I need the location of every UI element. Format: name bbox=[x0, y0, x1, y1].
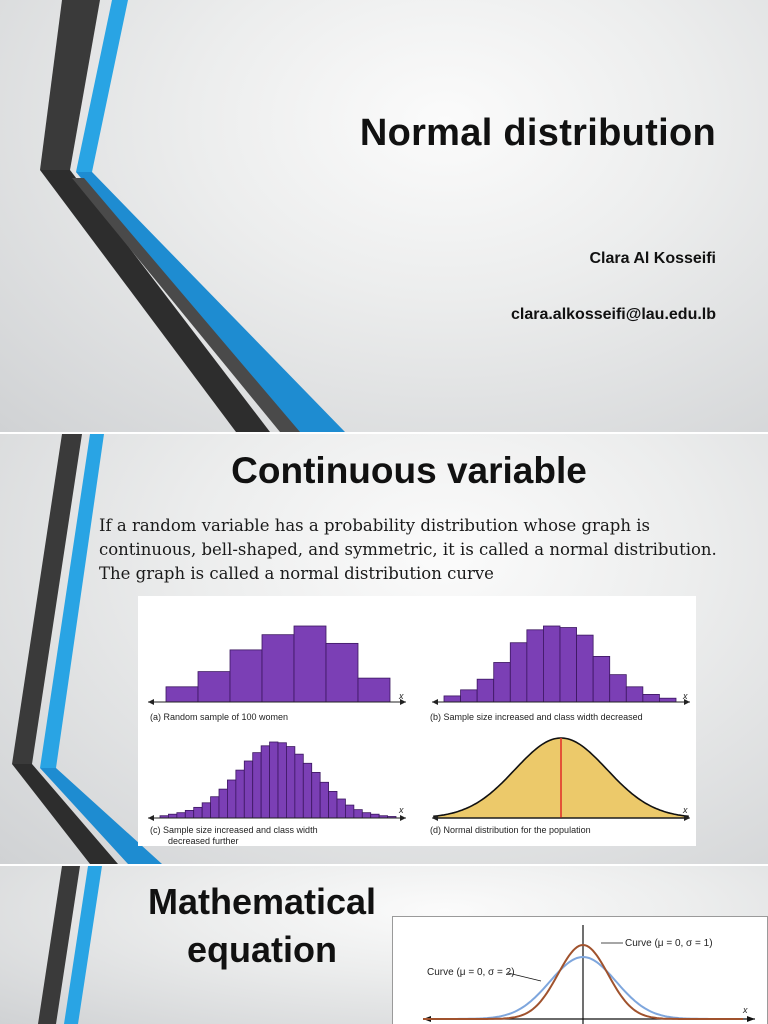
caption-a: (a) Random sample of 100 women bbox=[150, 712, 288, 722]
histogram-bar bbox=[227, 779, 237, 819]
histogram-bar bbox=[493, 662, 511, 703]
histogram-bar bbox=[193, 806, 203, 819]
title-line-1: Mathematical bbox=[147, 881, 377, 922]
axis-label: x bbox=[742, 1005, 748, 1015]
axis-arrow-right bbox=[684, 699, 690, 705]
caption-c-line2: decreased further bbox=[168, 836, 239, 846]
histogram-bar bbox=[260, 745, 270, 819]
histogram-bar bbox=[509, 642, 528, 703]
axis-label-d: x bbox=[682, 805, 688, 815]
slide-title: Mathematical equation bbox=[92, 878, 432, 974]
title-slide: Normal distribution Clara Al Kosseifi cl… bbox=[0, 0, 768, 432]
histogram-bar bbox=[543, 625, 561, 703]
histogram-bar bbox=[357, 677, 391, 703]
histogram-bar bbox=[218, 788, 228, 819]
histogram-bar bbox=[625, 686, 644, 703]
histogram-bar bbox=[277, 742, 287, 819]
axis-arrow-right bbox=[684, 815, 690, 821]
histogram-bar bbox=[642, 694, 660, 703]
histogram-bar bbox=[576, 634, 594, 703]
curve-sigma-1 bbox=[423, 943, 743, 1020]
panel-b bbox=[432, 625, 690, 705]
leader-line-2 bbox=[507, 972, 542, 982]
title-line-2: equation bbox=[187, 929, 337, 970]
histogram-bar bbox=[165, 686, 199, 703]
axis-arrow-left bbox=[432, 699, 438, 705]
axis-arrow-left bbox=[432, 815, 438, 821]
decorative-stripes bbox=[38, 866, 102, 1024]
histogram-bar bbox=[252, 752, 262, 819]
caption-b: (b) Sample size increased and class widt… bbox=[430, 712, 643, 722]
histogram-bar bbox=[559, 627, 577, 703]
histogram-bar bbox=[460, 689, 478, 703]
histogram-bar bbox=[243, 760, 254, 819]
axis-arrow-left bbox=[148, 815, 154, 821]
histogram-bar bbox=[592, 656, 611, 703]
histogram-bar bbox=[294, 753, 304, 819]
histogram-bar bbox=[269, 741, 279, 819]
histogram-bar bbox=[176, 812, 186, 819]
caption-c-line1: (c) Sample size increased and class widt… bbox=[150, 825, 318, 835]
continuous-variable-slide: Continuous variable If a random variable… bbox=[0, 434, 768, 864]
histogram-figure-svg: (a) Random sample of 100 women (b) Sampl… bbox=[148, 625, 690, 846]
histogram-bar bbox=[261, 634, 295, 703]
author-name: Clara Al Kosseifi bbox=[589, 250, 716, 267]
histogram-bar bbox=[168, 813, 178, 819]
histogram-bar bbox=[184, 809, 195, 819]
axis-arrow-left bbox=[148, 699, 154, 705]
normal-distribution-term: normal distribution bbox=[549, 540, 712, 559]
decorative-stripes bbox=[12, 434, 162, 864]
histogram-figure: (a) Random sample of 100 women (b) Sampl… bbox=[138, 596, 696, 846]
histogram-bar bbox=[336, 798, 346, 819]
histogram-bar bbox=[476, 678, 495, 703]
histogram-bar bbox=[293, 625, 327, 703]
decorative-stripes bbox=[40, 0, 345, 432]
histogram-bar bbox=[229, 649, 263, 703]
normal-curves-svg: x Curve (μ = 0, σ = 1) Curve (μ = 0, σ =… bbox=[423, 925, 755, 1024]
axis-label-c: x bbox=[398, 805, 404, 815]
curve2-label: Curve (μ = 0, σ = 2) bbox=[427, 967, 515, 978]
histogram-bar bbox=[319, 781, 329, 819]
histogram-bar bbox=[197, 671, 231, 703]
caption-d: (d) Normal distribution for the populati… bbox=[430, 825, 591, 835]
panel-d bbox=[432, 737, 690, 821]
histogram-bar bbox=[328, 790, 338, 819]
histogram-bar bbox=[526, 629, 544, 703]
histogram-bar bbox=[235, 769, 245, 819]
histogram-bar bbox=[210, 796, 220, 819]
histogram-bar bbox=[370, 813, 380, 819]
panel-c bbox=[148, 741, 406, 821]
body-text-end: . The graph is called a normal distribut… bbox=[99, 540, 717, 583]
histogram-bar bbox=[311, 771, 321, 819]
histogram-bar bbox=[345, 804, 355, 819]
slide-body-text: If a random variable has a probability d… bbox=[99, 514, 719, 586]
histogram-bar bbox=[286, 746, 296, 819]
normal-curves-figure: x Curve (μ = 0, σ = 1) Curve (μ = 0, σ =… bbox=[392, 916, 768, 1024]
author-email: clara.alkosseifi@lau.edu.lb bbox=[510, 306, 716, 323]
body-text-start: If a random variable has a probability d… bbox=[99, 516, 650, 559]
histogram-bar bbox=[353, 809, 363, 819]
slide-title: Normal distribution bbox=[359, 112, 716, 154]
histogram-bar bbox=[443, 695, 461, 703]
axis-label-a: x bbox=[398, 691, 404, 701]
axis-arrow-right bbox=[400, 815, 406, 821]
x-axis-arrow-right bbox=[747, 1016, 755, 1022]
axis-label-b: x bbox=[682, 691, 688, 701]
histogram-bar bbox=[609, 674, 627, 703]
axis-arrow-right bbox=[400, 699, 406, 705]
histogram-bar bbox=[302, 762, 313, 819]
slide-title: Continuous variable bbox=[231, 450, 587, 491]
mathematical-equation-slide: Mathematical equation x Curve (μ = 0, σ … bbox=[0, 866, 768, 1024]
histogram-bar bbox=[201, 802, 211, 819]
panel-a bbox=[148, 625, 406, 705]
curve1-label: Curve (μ = 0, σ = 1) bbox=[625, 938, 713, 949]
histogram-bar bbox=[325, 642, 359, 703]
histogram-bar bbox=[659, 697, 677, 703]
histogram-bar bbox=[361, 812, 372, 819]
